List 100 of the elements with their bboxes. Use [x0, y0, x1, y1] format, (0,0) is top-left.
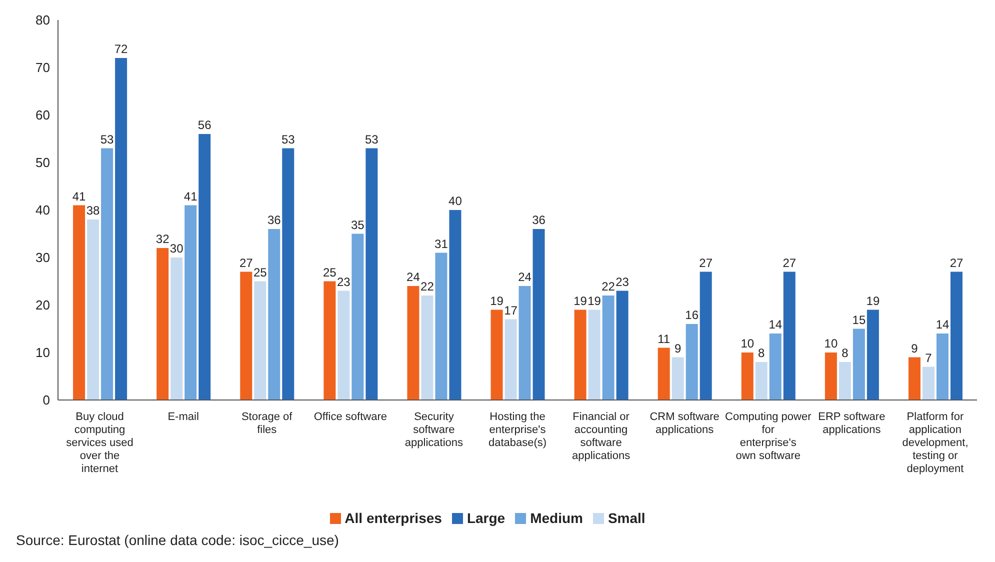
bar [170, 258, 183, 400]
bar [490, 310, 503, 400]
bar [783, 272, 796, 400]
data-label: 40 [448, 194, 462, 208]
data-label: 8 [842, 346, 849, 360]
source-note: Source: Eurostat (online data code: isoc_cicce_use) [16, 532, 339, 548]
data-label: 72 [114, 42, 128, 56]
data-label: 19 [490, 294, 504, 308]
data-label: 41 [184, 189, 198, 204]
data-label: 16 [685, 308, 699, 322]
bar [282, 148, 294, 400]
x-tick-label: CRM software applications [650, 411, 720, 436]
bar [240, 272, 252, 400]
bar [198, 134, 211, 400]
x-tick-label: Computing power for enterprise's own software [725, 411, 812, 462]
bar [658, 348, 670, 400]
y-tick-label: 50 [36, 155, 50, 170]
bar [324, 281, 336, 400]
data-label: 23 [616, 274, 630, 289]
x-tick-label: Storage of files [241, 411, 294, 436]
bar [366, 148, 378, 400]
bar [755, 362, 768, 400]
data-label: 19 [574, 294, 588, 308]
legend-label: Large [466, 510, 506, 526]
x-tick-label: Office software [314, 411, 387, 423]
bar [532, 229, 545, 400]
bar [574, 310, 586, 400]
bar [73, 205, 86, 400]
bar [672, 357, 684, 400]
bar [352, 234, 364, 400]
y-tick-label: 0 [42, 392, 50, 408]
x-tick-label: E-mail [168, 411, 199, 423]
data-label: 9 [911, 341, 918, 356]
bar [338, 290, 350, 400]
bar [838, 362, 851, 400]
data-label: 22 [602, 280, 616, 294]
x-tick-label: Security software applications [404, 411, 464, 449]
data-label: 9 [674, 341, 682, 356]
bar [908, 357, 920, 400]
legend-label: Medium [530, 510, 583, 526]
bar [922, 366, 934, 400]
data-label: 38 [86, 204, 100, 218]
y-tick-label: 10 [36, 345, 50, 360]
bar [449, 210, 462, 400]
bar [435, 252, 448, 400]
y-tick-label: 80 [36, 12, 50, 28]
bar [115, 58, 128, 400]
data-label: 19 [866, 294, 880, 308]
data-label: 17 [504, 303, 518, 318]
data-label: 53 [364, 132, 379, 146]
x-tick-label: Hosting the enterprise's database(s) [488, 411, 547, 449]
data-label: 41 [72, 189, 86, 204]
data-label: 19 [588, 294, 602, 308]
legend-label: All enterprises [344, 510, 442, 526]
data-label: 53 [281, 132, 296, 146]
bar [824, 352, 837, 400]
data-label: 14 [768, 318, 782, 332]
data-label: 25 [322, 265, 337, 280]
data-label: 10 [740, 336, 754, 350]
data-label: 7 [925, 350, 932, 365]
bar [936, 334, 948, 400]
data-label: 35 [350, 218, 365, 232]
x-tick-label: ERP software applications [818, 411, 886, 436]
data-label: 15 [852, 312, 866, 327]
data-label: 14 [936, 318, 950, 332]
data-label: 10 [824, 336, 838, 350]
data-label: 56 [198, 118, 212, 132]
data-label: 36 [267, 213, 282, 227]
bar [616, 290, 628, 400]
bar [769, 334, 782, 400]
y-tick-label: 20 [36, 298, 50, 313]
y-tick-label: 40 [36, 202, 50, 218]
bar [421, 296, 434, 400]
data-label: 31 [434, 236, 448, 251]
data-label: 24 [518, 270, 532, 284]
y-tick-label: 70 [36, 60, 50, 76]
bar [866, 310, 879, 400]
data-label: 27 [950, 256, 964, 270]
bar [101, 148, 114, 400]
data-label: 8 [758, 346, 766, 360]
data-label: 25 [253, 265, 268, 280]
data-label: 30 [170, 242, 184, 256]
bar [504, 319, 517, 400]
bar [268, 229, 280, 400]
bar [518, 286, 531, 400]
bar [407, 286, 420, 400]
bar [686, 324, 698, 400]
bar [588, 310, 600, 400]
data-label: 53 [100, 132, 114, 146]
bar [87, 220, 100, 400]
bar [184, 205, 197, 400]
bar [950, 272, 962, 400]
bar [602, 296, 614, 400]
data-label: 32 [156, 232, 170, 246]
legend-label: Small [608, 510, 646, 526]
bar [741, 352, 754, 400]
bar [254, 281, 266, 400]
data-label: 23 [336, 274, 351, 289]
x-tick-label: Financial or accounting software applications [572, 411, 631, 462]
x-tick-label: Platform for application development, testing or deployment [902, 411, 968, 475]
